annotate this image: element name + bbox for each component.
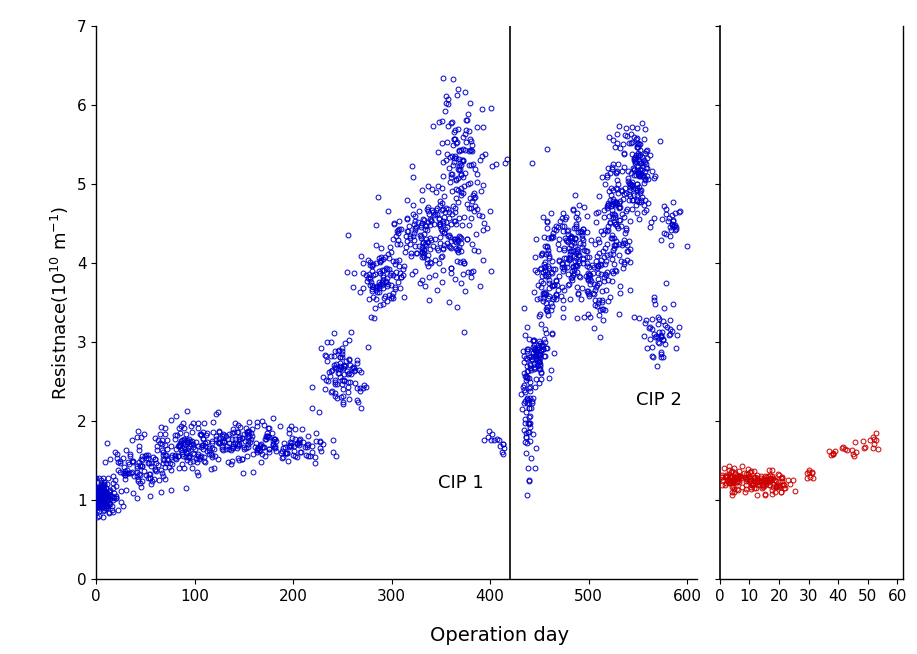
Text: CIP 2: CIP 2 bbox=[635, 391, 681, 409]
Text: Operation day: Operation day bbox=[430, 626, 569, 645]
Text: CIP 1: CIP 1 bbox=[437, 474, 483, 492]
Y-axis label: Resistnace($10^{10}$ m$^{-1}$): Resistnace($10^{10}$ m$^{-1}$) bbox=[50, 205, 72, 400]
